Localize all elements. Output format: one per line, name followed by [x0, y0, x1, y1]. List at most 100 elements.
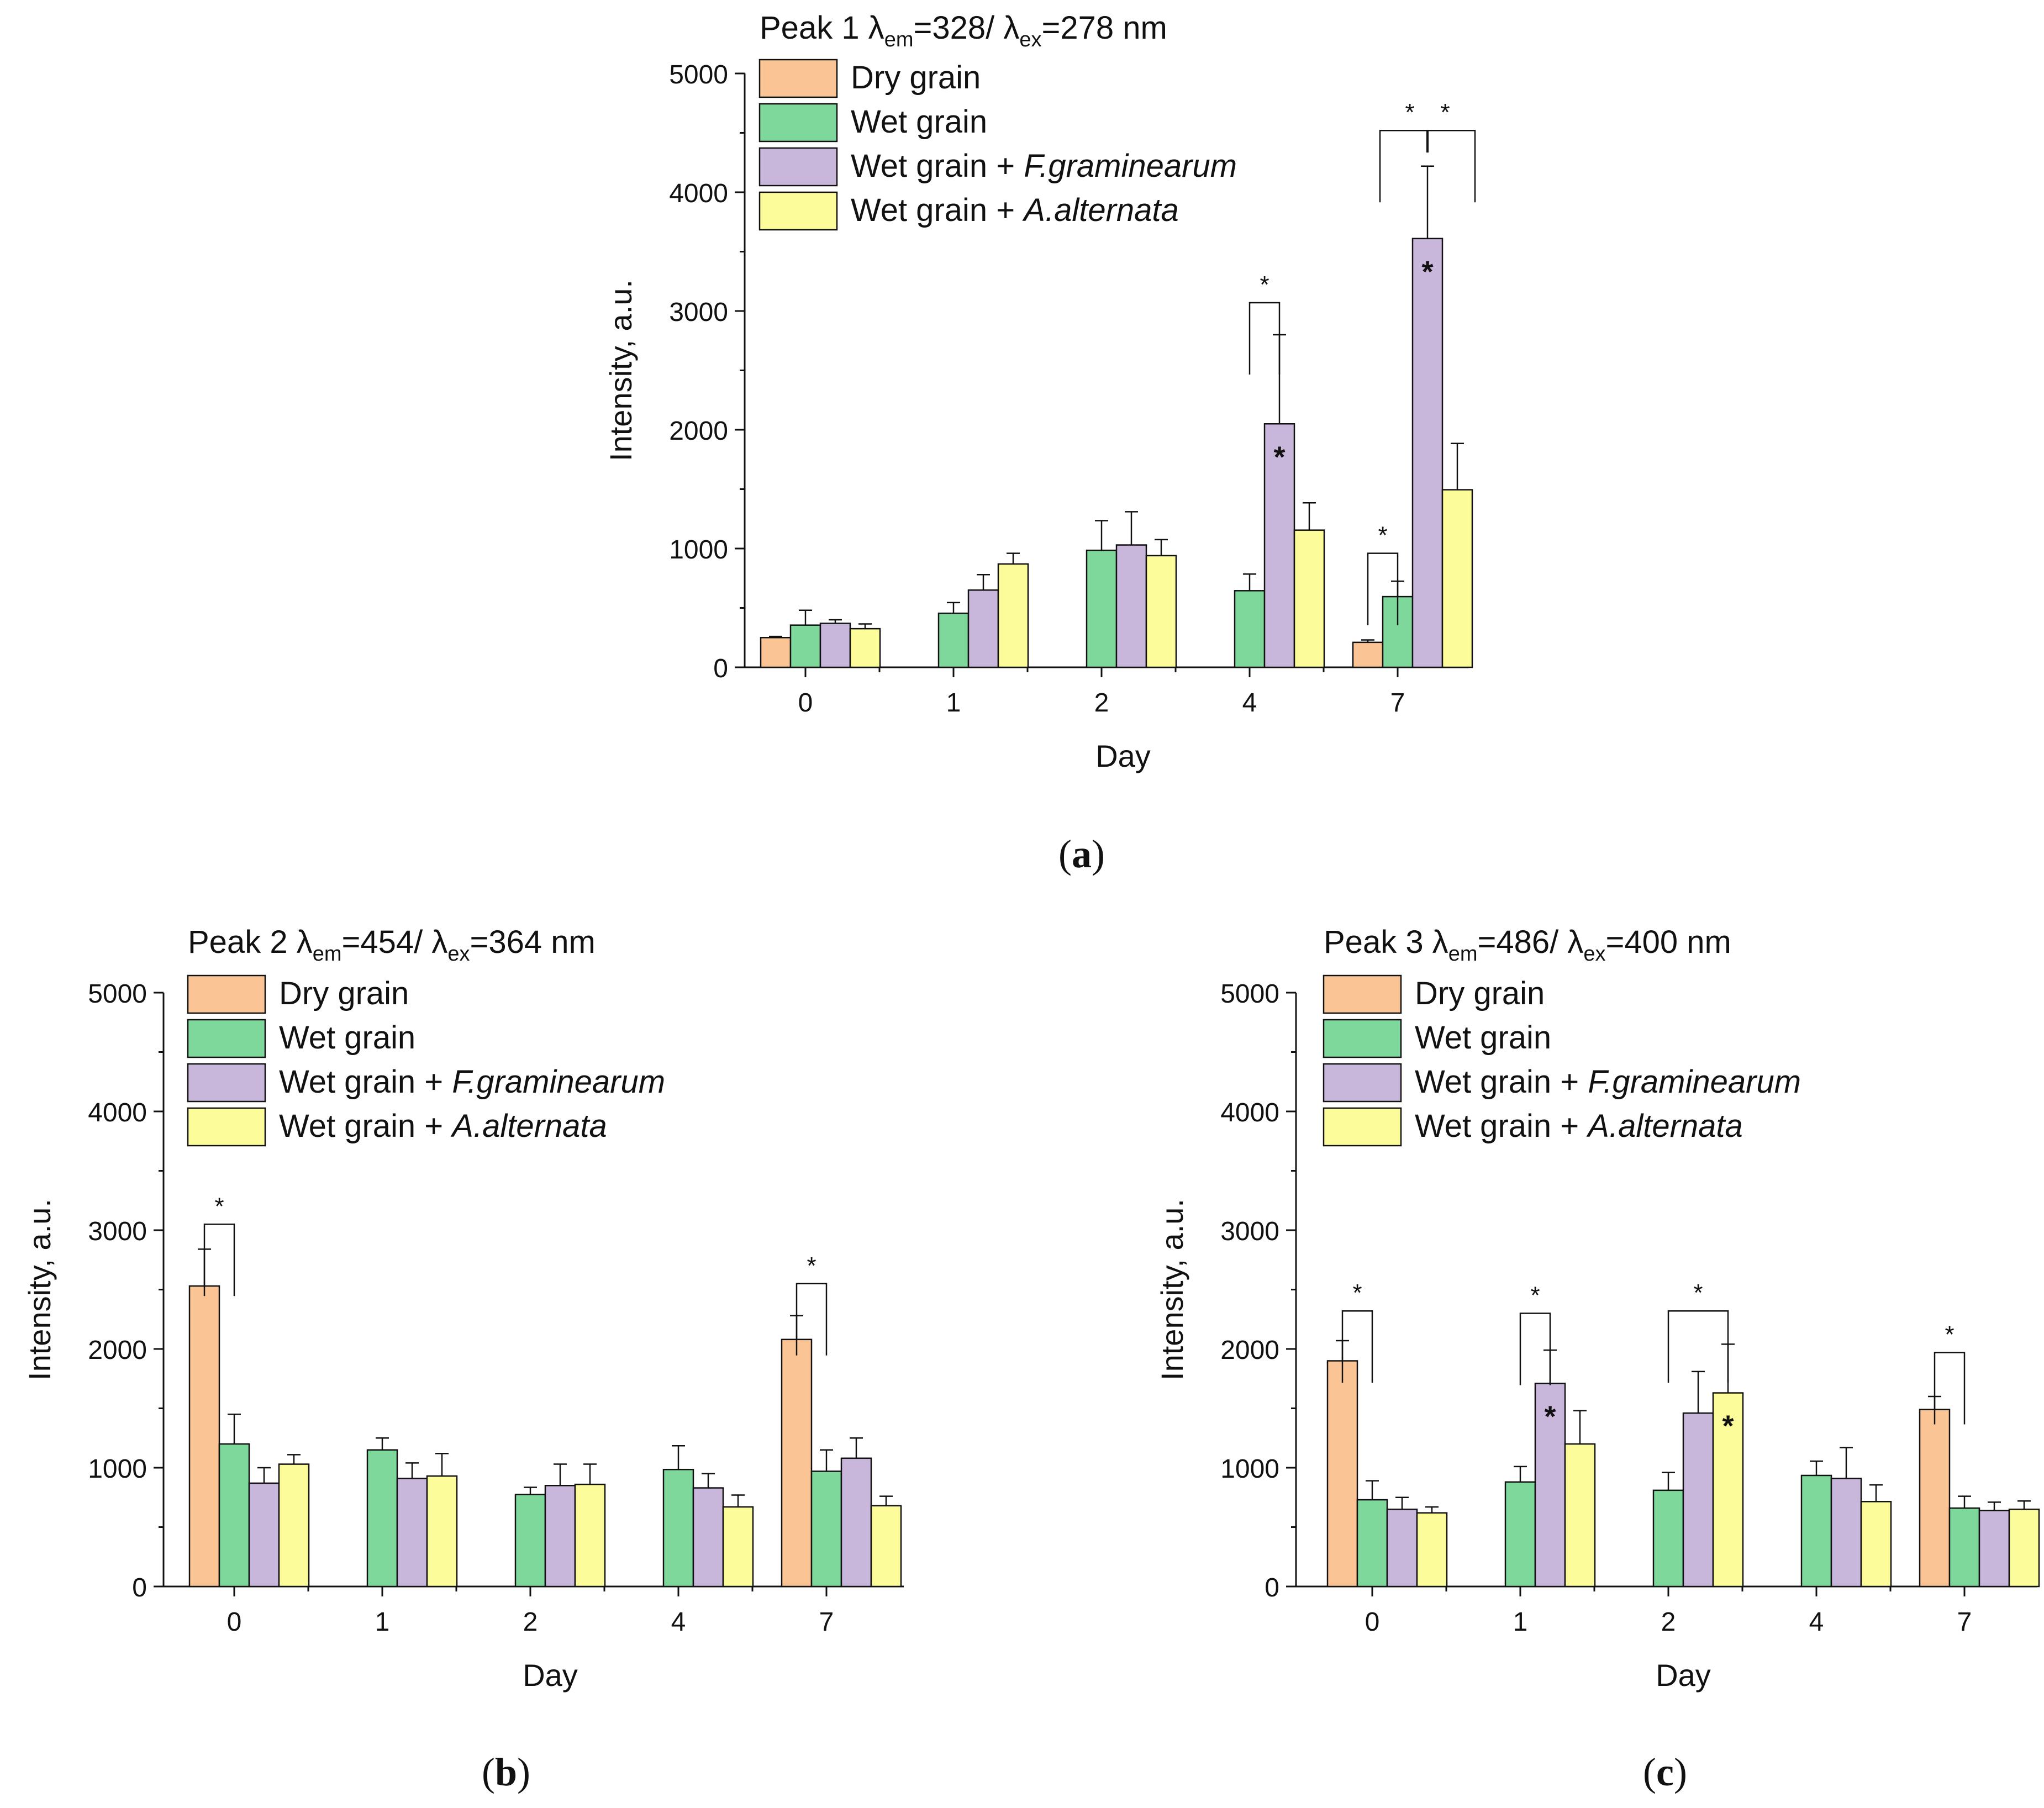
significance-bracket — [1367, 552, 1399, 625]
legend-label-text: Wet grain + — [1415, 1064, 1588, 1100]
panel-label-open: ( — [482, 1750, 495, 1794]
legend-swatch — [1323, 1107, 1402, 1147]
bar — [1352, 641, 1384, 668]
legend-label-text: Wet grain + — [279, 1064, 452, 1100]
bar — [1682, 1412, 1714, 1588]
significance-star: * — [214, 1193, 224, 1220]
legend: Dry grain Wet grain Wet grain + F.graminea… — [758, 59, 1237, 231]
bar — [514, 1494, 546, 1588]
bar — [1534, 1383, 1566, 1588]
x-tick-label: 1 — [946, 688, 961, 718]
chart-title-sub1: em — [1448, 942, 1478, 966]
legend: Dry grain Wet grain Wet grain + F.graminea… — [187, 974, 665, 1147]
significance-bracket — [203, 1224, 235, 1296]
bar — [218, 1443, 250, 1588]
bar — [849, 628, 881, 668]
y-tick-label: 0 — [132, 1573, 147, 1603]
legend-swatch — [758, 191, 838, 231]
legend-label-text: Dry grain — [279, 976, 409, 1011]
chart-title-sub1: em — [884, 28, 914, 51]
panel-label-open: ( — [1643, 1750, 1656, 1794]
chart-panel-b: Peak 2 λem=454/ λex=364 nm 0 1000 2000 3000 4… — [22, 924, 904, 1794]
bar — [937, 612, 970, 668]
bar — [248, 1482, 280, 1588]
y-axis-label: Intensity, a.u. — [22, 1199, 57, 1380]
chart-title: Peak 1 λem=328/ λex=278 nm — [760, 10, 1167, 51]
chart-panel-c: Peak 3 λem=486/ λex=400 nm 0 1000 2000 3000 4… — [1155, 924, 2040, 1794]
bar — [1712, 1392, 1744, 1588]
bar — [574, 1483, 606, 1588]
x-tick-label: 4 — [1809, 1607, 1824, 1637]
x-tick-label: 1 — [1513, 1607, 1528, 1637]
panel-label-letter: c — [1656, 1750, 1674, 1794]
bar — [1411, 238, 1444, 668]
bar — [1086, 549, 1118, 668]
legend-label-text: Wet grain + — [851, 148, 1024, 184]
y-tick-label: 3000 — [1220, 1217, 1279, 1246]
significance-star: * — [1260, 271, 1269, 298]
legend-label: Wet grain — [279, 1020, 415, 1056]
legend-swatch — [1323, 974, 1402, 1014]
y-tick-label: 2000 — [88, 1336, 147, 1365]
bar — [1564, 1443, 1596, 1588]
panel-label: (c) — [1643, 1750, 1687, 1794]
legend-swatch — [758, 59, 838, 98]
bar-significance-star: * — [1722, 1410, 1734, 1443]
bar — [810, 1470, 842, 1588]
x-axis-label: Day — [1656, 1658, 1711, 1693]
significance-bracket — [1248, 302, 1281, 375]
bar — [366, 1449, 398, 1588]
bar — [1800, 1474, 1832, 1588]
y-axis-label: Intensity, a.u. — [1155, 1199, 1189, 1380]
chart-title-mid: =454/ λ — [341, 924, 447, 960]
bar — [426, 1475, 458, 1588]
significance-star: * — [1352, 1279, 1362, 1306]
y-tick-label: 4000 — [669, 179, 728, 208]
bar — [1948, 1507, 1980, 1588]
legend-swatch — [1323, 1063, 1402, 1103]
panel-label-letter: a — [1072, 832, 1092, 876]
x-axis-label: Day — [1095, 739, 1151, 773]
significance-star: * — [1378, 522, 1387, 549]
panel-label-close: ) — [1092, 832, 1105, 876]
chart-title-suffix: =278 nm — [1042, 10, 1167, 46]
legend-swatch — [187, 974, 266, 1014]
chart-title-mid: =328/ λ — [913, 10, 1019, 46]
bar — [997, 563, 1029, 668]
legend-label-species: F.graminearum — [452, 1064, 665, 1100]
bar — [781, 1338, 813, 1588]
legend-label-species: F.graminearum — [1024, 148, 1237, 184]
x-tick-label: 1 — [375, 1607, 390, 1637]
bar — [722, 1506, 754, 1588]
y-axis-label: Intensity, a.u. — [603, 280, 638, 461]
bar — [1263, 423, 1295, 668]
x-tick-label: 2 — [1661, 1607, 1676, 1637]
legend-label-text: Wet grain + — [279, 1108, 452, 1144]
legend-label: Wet grain + A.alternata — [279, 1108, 607, 1144]
panel-label-letter: b — [495, 1750, 517, 1794]
legend-label-text: Wet grain — [1415, 1020, 1551, 1056]
significance-star: * — [1530, 1282, 1540, 1309]
y-tick-label: 1000 — [88, 1454, 147, 1484]
y-tick-label: 0 — [1265, 1573, 1279, 1603]
bar — [278, 1463, 310, 1588]
panel-label-open: ( — [1058, 832, 1072, 876]
chart-title-suffix: =364 nm — [470, 924, 596, 960]
bar — [1386, 1509, 1418, 1588]
legend-label-text: Wet grain — [851, 104, 987, 140]
panel-label: (b) — [482, 1750, 530, 1794]
legend-label: Wet grain + A.alternata — [851, 192, 1179, 228]
significance-star: * — [1405, 99, 1414, 126]
legend-label: Dry grain — [1415, 976, 1545, 1011]
bar — [789, 624, 821, 668]
x-tick-label: 4 — [1242, 688, 1257, 718]
legend-swatch — [187, 1063, 266, 1103]
bar — [1293, 529, 1325, 668]
x-tick-label: 7 — [1390, 688, 1405, 718]
bar — [1860, 1501, 1892, 1588]
legend-label-species: A.alternata — [1022, 192, 1179, 228]
panel-label-close: ) — [517, 1750, 530, 1794]
significance-bracket — [1934, 1352, 1966, 1425]
chart-title-prefix: Peak 1 λ — [760, 10, 884, 46]
bar-significance-star: * — [1544, 1400, 1556, 1433]
